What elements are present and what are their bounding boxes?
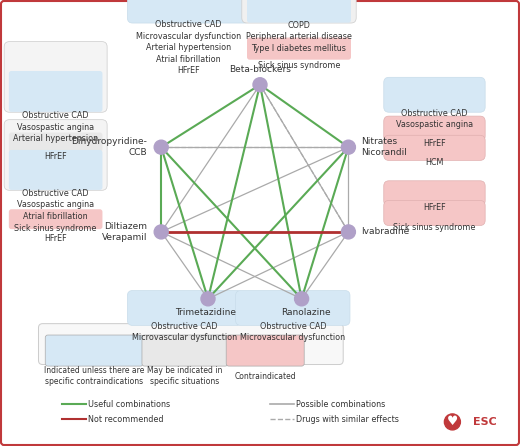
Text: Not recommended: Not recommended — [88, 415, 164, 424]
Text: Ivabradine: Ivabradine — [361, 227, 410, 236]
Text: Obstructive CAD
Vasospastic angina: Obstructive CAD Vasospastic angina — [396, 109, 473, 129]
FancyBboxPatch shape — [384, 116, 485, 141]
Text: Contraindicated: Contraindicated — [235, 372, 296, 381]
Text: ESC: ESC — [473, 417, 497, 427]
FancyBboxPatch shape — [127, 290, 242, 326]
Text: Obstructive CAD
Microvascular dysfunction: Obstructive CAD Microvascular dysfunctio… — [132, 322, 237, 343]
FancyBboxPatch shape — [45, 335, 143, 366]
FancyBboxPatch shape — [236, 290, 350, 326]
Circle shape — [342, 140, 355, 154]
FancyBboxPatch shape — [247, 37, 351, 60]
Text: Useful combinations: Useful combinations — [88, 400, 171, 409]
Text: Sick sinus syndrome: Sick sinus syndrome — [393, 223, 476, 232]
FancyBboxPatch shape — [127, 0, 250, 23]
FancyBboxPatch shape — [38, 324, 343, 364]
Text: Sick sinus syndrome
HFrEF: Sick sinus syndrome HFrEF — [15, 224, 97, 244]
Text: Possible combinations: Possible combinations — [296, 400, 386, 409]
FancyBboxPatch shape — [247, 0, 351, 23]
Text: Indicated unless there are
specific contraindications: Indicated unless there are specific cont… — [44, 366, 145, 387]
Text: Obstructive CAD
Microvascular dysfunction
Arterial hypertension
Atrial fibrillat: Obstructive CAD Microvascular dysfunctio… — [136, 21, 241, 75]
FancyBboxPatch shape — [9, 132, 102, 152]
Text: Dihydropyridine-
CCB: Dihydropyridine- CCB — [71, 137, 147, 157]
Text: Drugs with similar effects: Drugs with similar effects — [296, 415, 399, 424]
Text: Obstructive CAD
Microvascular dysfunction: Obstructive CAD Microvascular dysfunctio… — [240, 322, 345, 343]
Circle shape — [154, 140, 168, 154]
Circle shape — [201, 292, 215, 306]
Text: May be indicated in
specific situations: May be indicated in specific situations — [147, 366, 222, 387]
Circle shape — [342, 225, 355, 239]
Text: HFrEF: HFrEF — [423, 139, 446, 148]
Text: Obstructive CAD
Vasospastic angina
Arterial hypertension: Obstructive CAD Vasospastic angina Arter… — [13, 111, 98, 143]
FancyBboxPatch shape — [384, 135, 485, 161]
Text: Obstructive CAD
Vasospastic angina
Atrial fibrillation: Obstructive CAD Vasospastic angina Atria… — [17, 189, 94, 221]
Text: ♥: ♥ — [447, 415, 458, 429]
FancyBboxPatch shape — [142, 335, 228, 366]
FancyBboxPatch shape — [384, 181, 485, 206]
Circle shape — [154, 225, 168, 239]
Text: Diltiazem
Verapamil: Diltiazem Verapamil — [102, 222, 147, 242]
Text: COPD
Peripheral arterial disease
Type I diabetes mellitus: COPD Peripheral arterial disease Type I … — [246, 21, 352, 53]
Text: HFrEF: HFrEF — [423, 203, 446, 212]
Text: Nitrates
Nicorandil: Nitrates Nicorandil — [361, 137, 407, 157]
FancyBboxPatch shape — [4, 120, 107, 190]
FancyBboxPatch shape — [4, 41, 107, 112]
Text: HFrEF: HFrEF — [44, 152, 67, 161]
FancyBboxPatch shape — [242, 0, 356, 23]
Text: HCM: HCM — [425, 158, 444, 167]
FancyBboxPatch shape — [384, 200, 485, 226]
FancyBboxPatch shape — [384, 77, 485, 112]
FancyBboxPatch shape — [9, 71, 102, 112]
Circle shape — [445, 414, 460, 430]
Circle shape — [253, 78, 267, 92]
Text: Beta-blockers: Beta-blockers — [229, 65, 291, 74]
FancyBboxPatch shape — [9, 150, 102, 190]
Text: Trimetazidine: Trimetazidine — [175, 308, 236, 317]
Circle shape — [295, 292, 308, 306]
FancyBboxPatch shape — [226, 335, 304, 366]
Text: Ranolazine: Ranolazine — [281, 308, 331, 317]
Text: Sick sinus syndrome: Sick sinus syndrome — [258, 61, 340, 70]
FancyBboxPatch shape — [9, 209, 102, 229]
